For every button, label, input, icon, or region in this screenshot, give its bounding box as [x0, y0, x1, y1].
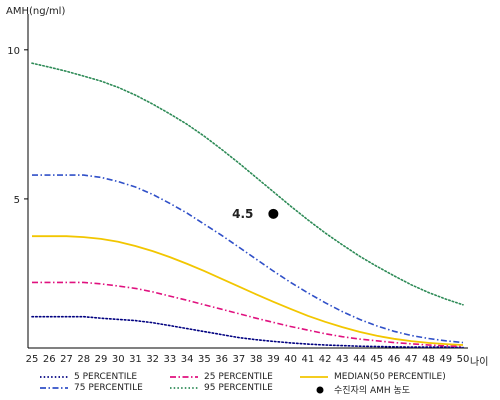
- y-tick-label: 10: [7, 46, 20, 57]
- legend-label: 25 PERCENTILE: [204, 372, 273, 382]
- x-tick-label: 28: [77, 354, 90, 365]
- y-axis-label: AMH(ng/ml): [6, 6, 65, 17]
- legend-label: 5 PERCENTILE: [74, 372, 138, 382]
- x-axis-label: 나이: [470, 356, 488, 368]
- x-tick-label: 32: [146, 354, 159, 365]
- x-tick-label: 33: [164, 354, 177, 365]
- legend-label: MEDIAN(50 PERCENTILE): [334, 372, 446, 382]
- legend-swatch-icon: [170, 387, 198, 389]
- x-tick-label: 43: [336, 354, 349, 365]
- legend-label: 95 PERCENTILE: [204, 383, 273, 393]
- x-tick-label: 45: [370, 354, 383, 365]
- x-tick-label: 27: [60, 354, 73, 365]
- x-tick-label: 37: [233, 354, 246, 365]
- chart-legend: 5 PERCENTILE 25 PERCENTILE MEDIAN(50 PERCE…: [0, 370, 500, 400]
- x-tick-label: 50: [457, 354, 470, 365]
- x-tick-label: 31: [129, 354, 142, 365]
- legend-item: 5 PERCENTILE: [40, 372, 137, 382]
- legend-swatch-icon: [300, 376, 328, 378]
- x-tick-label: 25: [26, 354, 39, 365]
- x-tick-label: 29: [95, 354, 108, 365]
- legend-swatch-icon: [40, 387, 68, 389]
- x-tick-label: 36: [215, 354, 228, 365]
- legend-label: 수진자의 AMH 농도: [334, 386, 411, 396]
- legend-item: 75 PERCENTILE: [40, 383, 143, 393]
- x-tick-label: 26: [43, 354, 56, 365]
- series-line-95-percentile: [31, 62, 464, 306]
- series-line-75-percentile: [32, 174, 464, 344]
- x-tick-label: 34: [181, 354, 194, 365]
- legend-swatch-icon: [40, 376, 68, 378]
- x-tick-label: 35: [198, 354, 211, 365]
- series-line-5-percentile: [31, 315, 464, 349]
- legend-item: 수진자의 AMH 농도: [300, 383, 410, 396]
- x-tick-label: 49: [439, 354, 452, 365]
- legend-point-swatch: [316, 386, 324, 393]
- patient-amh-label: 4.5: [232, 207, 253, 221]
- x-tick-label: 38: [250, 354, 263, 365]
- y-tick-label: 5: [14, 195, 20, 206]
- x-tick-label: 42: [319, 354, 332, 365]
- chart-axes: 5 10 25 26 27 28 29 30 31 32 33 34 35 36 37 38 39 40 41 42 4…: [7, 14, 469, 365]
- x-tick-label: 41: [301, 354, 314, 365]
- x-tick-label: 39: [267, 354, 280, 365]
- chart-series-lines: [31, 62, 464, 349]
- legend-item: MEDIAN(50 PERCENTILE): [300, 372, 446, 382]
- legend-item: 95 PERCENTILE: [170, 383, 273, 393]
- legend-item: 25 PERCENTILE: [170, 372, 273, 382]
- x-tick-label: 46: [388, 354, 401, 365]
- x-tick-label: 44: [353, 354, 366, 365]
- legend-swatch-icon: [170, 376, 198, 378]
- legend-swatch-icon: [316, 386, 324, 393]
- series-line-25-percentile: [32, 281, 464, 348]
- x-tick-label: 48: [422, 354, 435, 365]
- x-tick-label: 30: [112, 354, 125, 365]
- x-tick-label: 47: [405, 354, 418, 365]
- x-tick-label: 40: [284, 354, 297, 365]
- legend-label: 75 PERCENTILE: [74, 383, 143, 393]
- series-line-median-50-percentile: [32, 235, 464, 346]
- patient-amh-point: [268, 208, 279, 219]
- chart-points: 4.5: [232, 207, 279, 221]
